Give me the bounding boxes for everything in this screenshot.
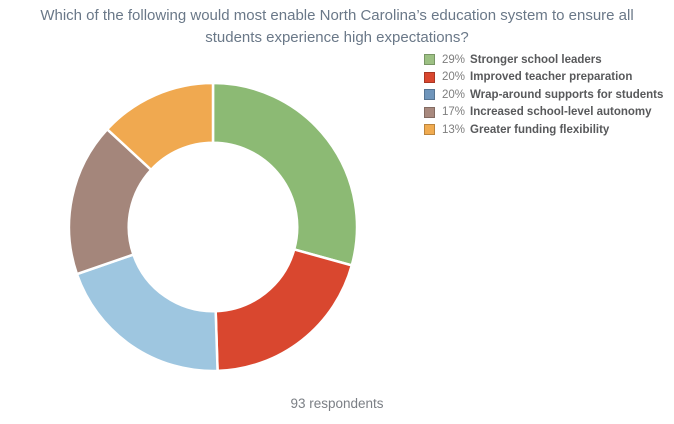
legend-item-wrap-around-supports-for-students[interactable]: 20% Wrap-around supports for students	[424, 86, 663, 104]
legend-swatch-icon	[424, 71, 435, 83]
legend-label: Increased school-level autonomy	[470, 106, 652, 119]
legend-percent: 29%	[442, 53, 466, 66]
legend-item-greater-funding-flexibility[interactable]: 13% Greater funding flexibility	[424, 121, 663, 139]
legend-percent: 17%	[442, 106, 466, 119]
legend-item-improved-teacher-preparation[interactable]: 20% Improved teacher preparation	[424, 69, 663, 87]
donut-slice-improved-teacher-preparation[interactable]	[214, 247, 354, 373]
legend-swatch-icon	[424, 124, 435, 136]
legend-percent: 20%	[442, 71, 466, 84]
legend-swatch-icon	[424, 54, 435, 66]
legend-label: Improved teacher preparation	[470, 71, 633, 84]
donut-chart	[67, 81, 359, 373]
donut-slice-wrap-around-supports-for-students[interactable]	[75, 252, 219, 373]
respondents-count: 93 respondents	[290, 396, 384, 411]
legend-swatch-icon	[424, 106, 435, 118]
legend-item-increased-school-level-autonomy[interactable]: 17% Increased school-level autonomy	[424, 104, 663, 122]
legend-label: Greater funding flexibility	[470, 123, 610, 136]
legend-label: Stronger school leaders	[470, 53, 602, 66]
legend-label: Wrap-around supports for students	[470, 88, 664, 101]
legend-percent: 20%	[442, 88, 466, 101]
legend-percent: 13%	[442, 123, 466, 136]
legend: 29% Stronger school leaders 20% Improved te…	[424, 51, 663, 139]
legend-swatch-icon	[424, 89, 435, 101]
donut-slice-greater-funding-flexibility[interactable]	[105, 81, 215, 172]
donut-slice-stronger-school-leaders[interactable]	[211, 81, 359, 267]
legend-item-stronger-school-leaders[interactable]: 29% Stronger school leaders	[424, 51, 663, 69]
chart-title: Which of the following would most enable…	[40, 7, 634, 46]
